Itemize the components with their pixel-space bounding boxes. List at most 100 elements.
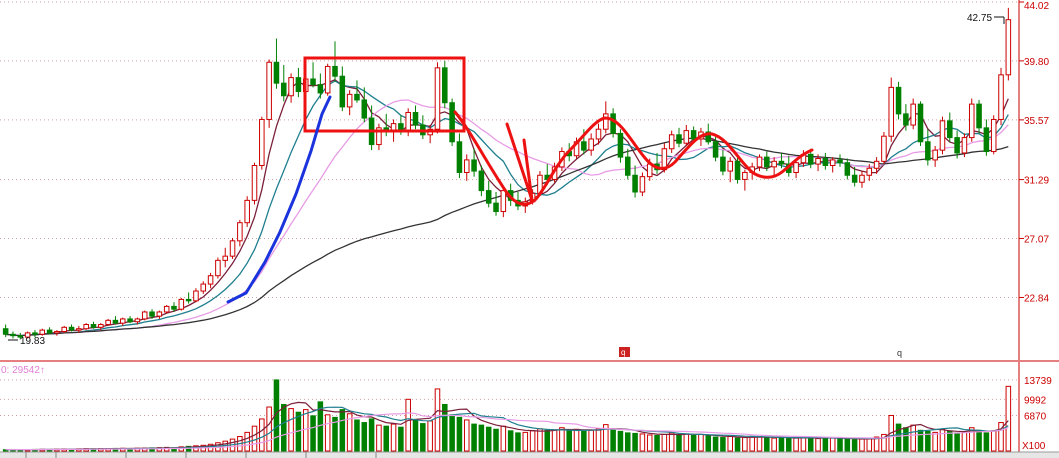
candle	[134, 317, 141, 325]
volume-bar	[800, 436, 807, 452]
candle-body	[32, 332, 38, 335]
candle	[2, 324, 9, 338]
candle-body	[925, 141, 931, 161]
candle	[793, 159, 799, 179]
volume-bar	[588, 429, 594, 452]
volume-bar	[515, 432, 521, 452]
volume-bar	[610, 428, 616, 452]
candle	[281, 65, 287, 102]
volume-bar	[632, 432, 638, 452]
volume-bar	[720, 437, 726, 452]
candle	[463, 154, 470, 181]
candle-body	[215, 259, 221, 277]
candle	[873, 157, 880, 174]
candle	[237, 219, 243, 247]
drawn-annotations	[226, 56, 814, 304]
volume-bar	[390, 423, 397, 452]
volume-bar	[566, 430, 572, 452]
candle	[295, 67, 302, 98]
candle	[127, 316, 133, 324]
candle-body	[354, 93, 360, 101]
candle-body	[881, 135, 887, 162]
candle-body	[324, 65, 331, 94]
candle	[610, 108, 616, 138]
candle	[947, 112, 953, 142]
candle-body	[954, 137, 960, 154]
candle	[434, 62, 441, 134]
candle-body	[229, 240, 236, 257]
candle-body	[54, 330, 60, 334]
candle-body	[771, 160, 777, 168]
volume-bar	[581, 430, 587, 452]
candle	[61, 325, 67, 333]
candle-body	[676, 134, 682, 144]
volume-bar	[910, 424, 916, 452]
candle-body	[910, 103, 916, 126]
candle	[837, 154, 843, 167]
candle-body	[163, 305, 170, 313]
volume-bar	[851, 439, 858, 452]
volume-bar	[807, 437, 814, 452]
candle-body	[463, 159, 470, 173]
candle-body	[39, 329, 46, 335]
candle	[251, 162, 258, 205]
candle-body	[376, 127, 382, 146]
candle-body	[998, 74, 1004, 120]
volume-bar	[537, 428, 543, 452]
candle-body	[822, 158, 829, 166]
candle-body	[222, 255, 228, 261]
candle-body	[668, 134, 675, 150]
volume-moving-averages	[5, 401, 1009, 451]
volume-bar	[361, 422, 368, 452]
red-wave-stroke	[453, 110, 814, 206]
volume-bar	[917, 429, 924, 452]
candle	[961, 133, 968, 158]
candle-body	[134, 318, 141, 323]
candle-body	[632, 174, 638, 193]
volume-bar	[815, 438, 821, 452]
candle	[727, 157, 733, 183]
volume-bar	[376, 424, 382, 452]
candle-body	[947, 120, 953, 139]
candle	[500, 186, 507, 218]
volume-bar	[683, 433, 690, 452]
candle-body	[17, 335, 24, 338]
candle	[742, 169, 748, 191]
candle-body	[171, 305, 177, 310]
candle	[720, 150, 726, 176]
candle-body	[873, 160, 880, 169]
candle	[83, 323, 89, 331]
candle	[354, 80, 360, 103]
volume-axis-label: 13739	[1024, 376, 1052, 387]
candle-body	[976, 103, 982, 129]
candle	[310, 62, 316, 88]
volume-bar	[756, 436, 763, 452]
candle-body	[983, 127, 990, 153]
volume-bar	[281, 403, 287, 452]
candle	[449, 98, 455, 146]
candle	[317, 73, 324, 99]
candle	[200, 281, 207, 294]
volume-bar	[961, 431, 968, 452]
candle-body	[756, 156, 763, 168]
candle-body	[456, 141, 463, 173]
candle-body	[434, 67, 441, 130]
candle	[939, 116, 946, 155]
candle-body	[968, 103, 975, 139]
volume-bar	[427, 420, 433, 452]
candle-body	[851, 174, 858, 183]
candle-body	[727, 160, 733, 172]
candle-body	[888, 86, 895, 137]
candle	[968, 98, 975, 142]
volume-bar	[676, 434, 682, 452]
volume-bar	[712, 436, 719, 452]
volume-bar	[478, 424, 485, 452]
price-axis-label: 35.57	[1024, 116, 1049, 127]
volume-bar	[734, 437, 741, 452]
candle-body	[449, 102, 455, 143]
candle	[32, 330, 38, 338]
candle-body	[61, 326, 67, 332]
volume-bar	[368, 418, 375, 452]
candle	[932, 145, 938, 167]
